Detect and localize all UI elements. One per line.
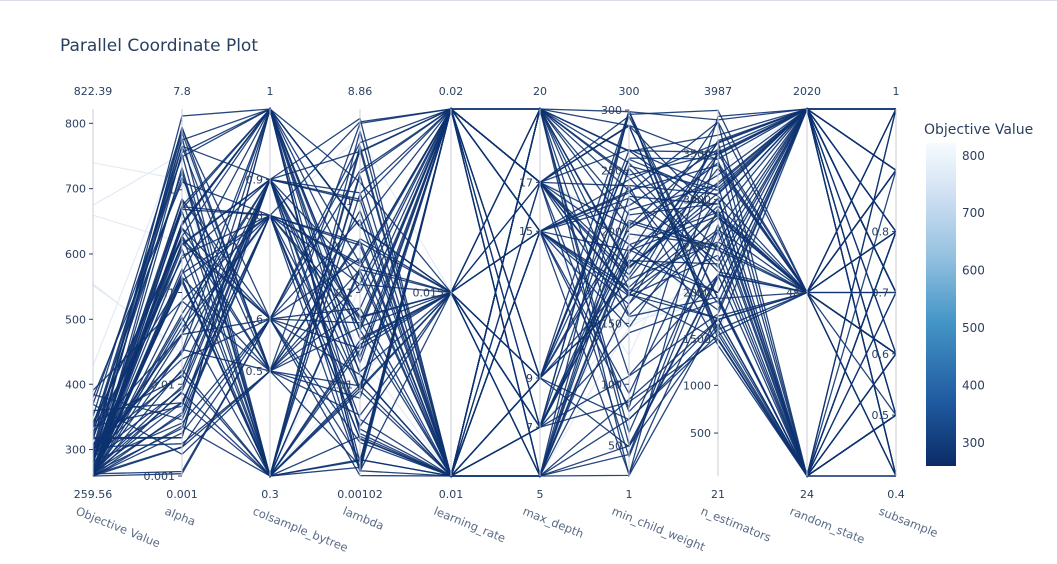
- axis-tick-label: 0.5: [872, 409, 890, 422]
- axis-tick-label: 300: [601, 104, 622, 117]
- axis-min-label: 5: [537, 488, 544, 501]
- trial-line: [92, 291, 897, 478]
- axis-tick-label: 0.5: [246, 365, 264, 378]
- colorbar-gradient: [926, 143, 956, 466]
- axis-tick-label: 800: [65, 117, 86, 130]
- axis-tick-label: 3500: [683, 147, 711, 160]
- axis-name-label: learning_rate: [432, 504, 508, 545]
- axis-tick-label: 500: [65, 313, 86, 326]
- axis-max-label: 0.02: [439, 85, 464, 98]
- axis-tick-label: 2000: [683, 287, 711, 300]
- axis-tick-label: 600: [65, 248, 86, 261]
- axis-tick-label: 0.1: [336, 287, 354, 300]
- axis-tick-label: 0.8: [246, 209, 264, 222]
- axis-name-label: subsample: [877, 504, 940, 540]
- axis-tick-label: 0.9: [246, 173, 264, 186]
- axis-name-label: max_depth: [521, 504, 586, 541]
- chart-title: Parallel Coordinate Plot: [60, 36, 258, 56]
- axis-tick-label: 1000: [683, 379, 711, 392]
- axis-tick-label: 0.015: [413, 287, 445, 300]
- axis-tick-label: 0.001: [144, 470, 176, 483]
- axis-tick-label: 700: [65, 183, 86, 196]
- colorbar-tick-label: 300: [962, 436, 985, 450]
- axis-min-label: 0.4: [887, 488, 905, 501]
- axis-tick-label: 0.01: [329, 378, 354, 391]
- trial-line: [92, 106, 897, 477]
- axis-tick-label: 17: [519, 176, 533, 189]
- trial-line: [92, 107, 897, 478]
- axis-max-label: 3987: [704, 85, 732, 98]
- axis-tick-label: 100: [601, 378, 622, 391]
- axis-tick-label: 7: [526, 421, 533, 434]
- axis-name-label: lambda: [341, 504, 386, 533]
- trial-line: [92, 205, 896, 478]
- axis-min-label: 1: [626, 488, 633, 501]
- axis-tick-label: 15: [519, 225, 533, 238]
- axis-tick-label: 0.01: [151, 378, 176, 391]
- axis-tick-label: 2500: [683, 240, 711, 253]
- axis-tick-label: 1: [346, 195, 353, 208]
- axis-max-label: 300: [619, 85, 640, 98]
- axis-min-label: 259.56: [74, 488, 113, 501]
- axis-max-label: 1: [893, 85, 900, 98]
- trial-line: [92, 107, 897, 477]
- axis-min-label: 0.00102: [337, 488, 383, 501]
- trial-line: [92, 108, 897, 477]
- axis-tick-label: 300: [65, 444, 86, 457]
- colorbar-tick-label: 600: [962, 264, 985, 278]
- axis-tick-label: 150: [601, 317, 622, 330]
- axis-tick-label: 9: [526, 372, 533, 385]
- axis-max-label: 2020: [793, 85, 821, 98]
- axis-tick-label: 0.1: [158, 287, 176, 300]
- trial-line: [92, 108, 897, 479]
- axis-name-label: min_child_weight: [610, 504, 708, 554]
- trial-line: [92, 107, 897, 479]
- colorbar: Objective Value 300 400 500 600 700 800: [924, 122, 1033, 466]
- colorbar-tick-label: 700: [962, 206, 985, 220]
- axis-min-label: 21: [711, 488, 725, 501]
- axis-name-label: Objective Value: [74, 504, 162, 551]
- axis-tick-label: 200: [601, 226, 622, 239]
- colorbar-title: Objective Value: [924, 122, 1033, 138]
- axis-tick-label: 0.8: [872, 226, 890, 239]
- axis-tick-label: 250: [601, 164, 622, 177]
- axis-tick-label: 400: [65, 378, 86, 391]
- axis-tick-label: 3000: [683, 194, 711, 207]
- axis-min-label: 0.001: [166, 488, 198, 501]
- polylines-layer: [92, 106, 897, 479]
- axis-tick-label: 48: [786, 287, 800, 300]
- axis-name-label: random_state: [788, 504, 867, 547]
- trial-line: [92, 108, 897, 477]
- trial-line: [92, 107, 897, 477]
- axis-min-label: 0.3: [261, 488, 279, 501]
- axis-max-label: 20: [533, 85, 547, 98]
- axis-tick-label: 50: [608, 440, 622, 453]
- axis-tick-label: 1500: [683, 333, 711, 346]
- colorbar-tick-label: 800: [962, 149, 985, 163]
- axis-name-label: colsample_bytree: [251, 504, 350, 555]
- axis-min-label: 0.01: [439, 488, 464, 501]
- axis-max-label: 7.8: [173, 85, 191, 98]
- axis-max-label: 1: [267, 85, 274, 98]
- trial-line: [92, 107, 897, 475]
- axis-max-label: 822.39: [74, 85, 113, 98]
- colorbar-tick-label: 500: [962, 321, 985, 335]
- axis-name-label: n_estimators: [699, 504, 773, 545]
- axis-name-label: alpha: [163, 504, 198, 529]
- axis-min-label: 24: [800, 488, 814, 501]
- axis-tick-label: 0.6: [872, 348, 890, 361]
- top-border: [0, 0, 1057, 1]
- axis-tick-label: 500: [690, 427, 711, 440]
- axis-max-label: 8.86: [348, 85, 373, 98]
- axis-tick-label: 0.6: [246, 313, 264, 326]
- colorbar-tick-label: 400: [962, 378, 985, 392]
- axis-tick-label: 1: [168, 184, 175, 197]
- axis-tick-label: 0.7: [872, 287, 890, 300]
- trial-line: [92, 108, 897, 469]
